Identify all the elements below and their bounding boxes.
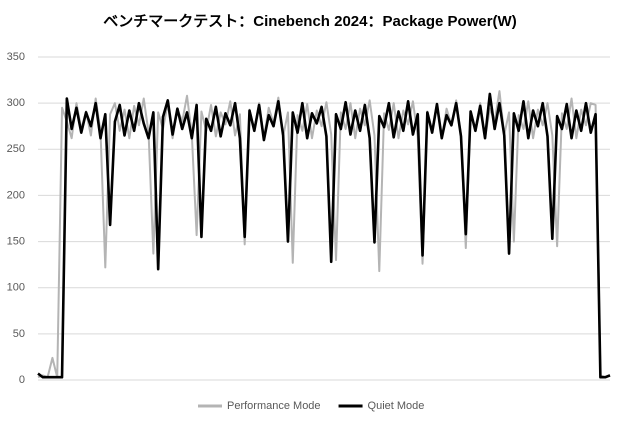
y-tick-label: 50 [13,328,25,340]
y-tick-label: 150 [7,235,25,247]
y-tick-label: 200 [7,189,25,201]
legend-label: Performance Mode [227,400,321,412]
legend-label: Quiet Mode [368,400,425,412]
y-tick-label: 300 [7,97,25,109]
y-tick-label: 350 [7,51,25,63]
series-line [37,92,611,379]
y-tick-label: 250 [7,143,25,155]
y-tick-label: 0 [19,374,25,386]
chart-title: ベンチマークテスト：Cinebench 2024：Package Power(W… [103,13,516,30]
y-tick-label: 100 [7,282,25,294]
